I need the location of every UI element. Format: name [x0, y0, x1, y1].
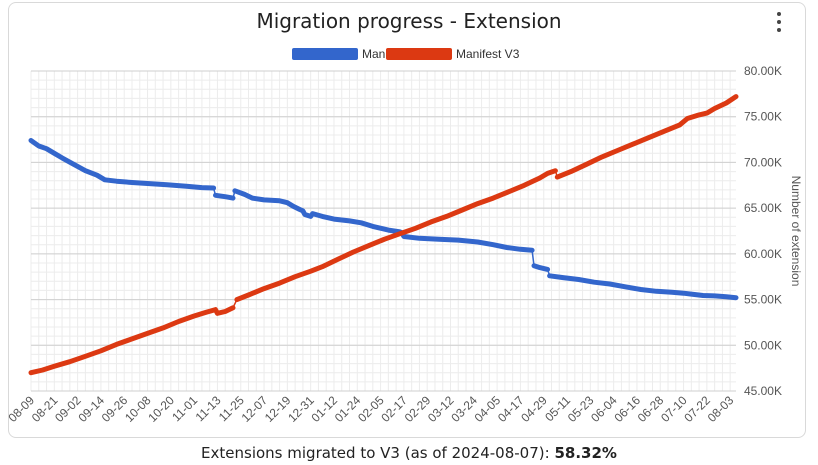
summary-text: Extensions migrated to V3 (as of 2024-08… [201, 444, 550, 462]
y-axis-title: Number of extension [789, 176, 803, 287]
y-tick-label: 65.00K [744, 201, 782, 215]
y-tick-label: 75.00K [744, 110, 782, 124]
series-line-v3 [28, 305, 236, 376]
legend-label-v3: Manifest V3 [456, 47, 520, 61]
series-line-v2 [28, 138, 217, 191]
y-tick-label: 80.00K [744, 64, 782, 78]
x-tick-label: 10-20 [145, 393, 177, 425]
y-tick-label: 70.00K [744, 155, 782, 169]
menu-dot [777, 28, 781, 32]
legend-item-v3[interactable]: Manifest V3 [386, 47, 519, 61]
y-tick-label: 45.00K [744, 384, 782, 398]
series-line-v2 [213, 192, 236, 201]
legend-swatch-v2 [292, 48, 358, 60]
y-tick-label: 60.00K [744, 247, 782, 261]
chart-legend: Manifest V2 Manifest V3 [0, 47, 818, 63]
x-tick-label: 11-13 [193, 393, 224, 424]
menu-dot [777, 12, 781, 16]
chart-title: Migration progress - Extension [256, 9, 562, 33]
more-vert-icon[interactable] [772, 12, 786, 32]
summary-percentage: 58.32% [554, 444, 617, 462]
series-line-v3 [234, 168, 558, 303]
legend-swatch-v3 [386, 48, 452, 60]
x-tick-label: 08-03 [705, 393, 737, 425]
y-tick-label: 55.00K [744, 293, 782, 307]
chart-card [8, 2, 806, 438]
series-line-v2 [232, 188, 535, 253]
menu-dot [777, 20, 781, 24]
series-line-v2 [547, 273, 739, 301]
series-line-v3 [554, 94, 739, 180]
y-tick-label: 50.00K [744, 338, 782, 352]
series-jump-v2 [531, 250, 535, 266]
x-tick-label: 11-01 [169, 393, 200, 424]
migration-summary: Extensions migrated to V3 (as of 2024-08… [0, 444, 818, 462]
series-line-v2 [531, 263, 551, 272]
x-tick-label: 04-29 [518, 393, 550, 425]
